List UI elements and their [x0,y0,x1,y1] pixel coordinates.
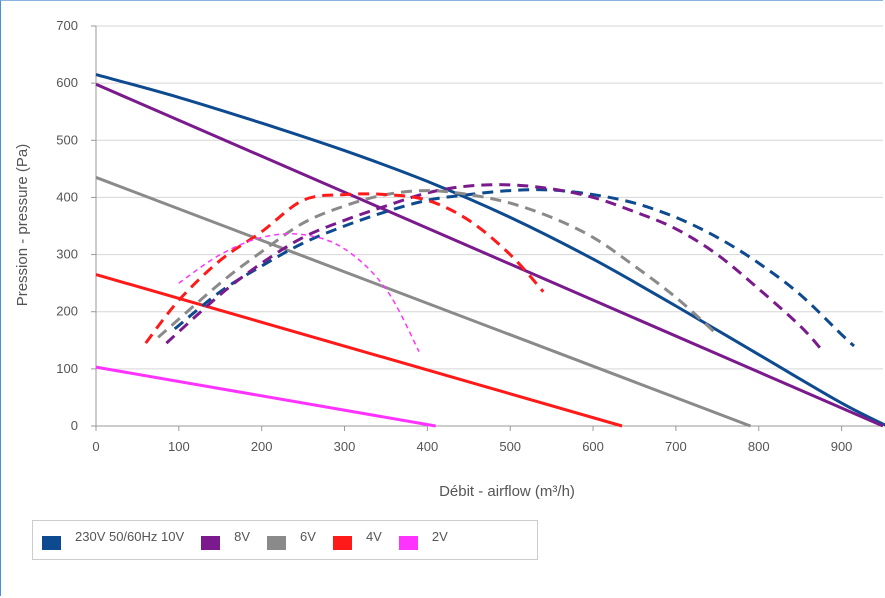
chart-legend: 230V 50/60Hz 10V 8V 6V 4V 2V [32,520,538,560]
series-line-4 [96,367,436,426]
x-tick-label: 200 [251,439,273,454]
x-tick-label: 700 [665,439,687,454]
dashed-series-8 [146,194,544,343]
x-axis-title: Débit - airflow (m³/h) [439,483,575,500]
series-line-1 [96,84,883,426]
y-tick-label: 600 [56,75,78,90]
series-lines [96,75,885,426]
x-tick-label: 0 [92,439,99,454]
series-line-3 [96,275,622,426]
x-tick-label: 800 [748,439,770,454]
legend-label: 6V [300,529,316,544]
legend-label: 230V 50/60Hz 10V [75,529,184,544]
legend-item[interactable]: 8V [201,531,250,550]
legend-swatch [399,536,418,550]
x-tick-label: 300 [334,439,356,454]
x-tick-label: 600 [582,439,604,454]
y-tick-label: 400 [56,189,78,204]
legend-label: 2V [432,529,448,544]
legend-item[interactable]: 6V [267,531,316,550]
y-tick-label: 100 [56,361,78,376]
legend-item[interactable]: 4V [333,531,382,550]
legend-swatch [201,536,220,550]
series-line-0 [96,75,885,426]
legend-item[interactable]: 2V [399,531,448,550]
legend-item[interactable]: 230V 50/60Hz 10V [42,531,184,550]
legend-swatch [267,536,286,550]
legend-label: 8V [234,529,250,544]
dashed-series-5 [175,190,854,346]
x-tick-label: 400 [417,439,439,454]
y-tick-label: 0 [71,418,78,433]
grid-lines [96,26,883,369]
x-tick-label: 900 [831,439,853,454]
legend-swatch [333,536,352,550]
y-tick-label: 300 [56,247,78,262]
y-tick-label: 500 [56,132,78,147]
y-tick-label: 700 [56,18,78,33]
legend-swatch [42,536,61,550]
y-axis-title: Pression - pressure (Pa) [14,144,31,307]
x-tick-label: 100 [168,439,190,454]
x-tick-label: 500 [499,439,521,454]
legend-label: 4V [366,529,382,544]
axes [91,26,883,431]
y-tick-label: 200 [56,304,78,319]
